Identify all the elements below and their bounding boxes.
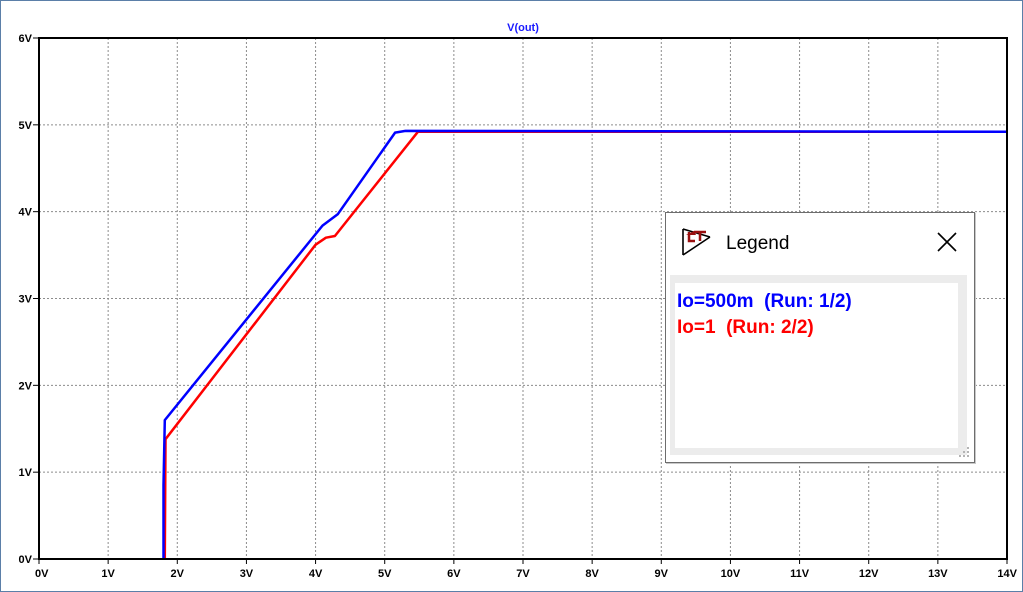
x-tick-label: 13V <box>928 568 948 580</box>
y-tick-label: 0V <box>19 554 33 566</box>
y-tick-labels: 0V 1V 2V 3V 4V 5V 6V <box>19 33 33 566</box>
y-tick-label: 3V <box>19 294 33 306</box>
chart-title[interactable]: V(out) <box>507 22 539 34</box>
y-tick-label: 5V <box>19 120 33 132</box>
x-tick-labels: 0V 1V 2V 3V 4V 5V 6V 7V 8V 9V 10V 11V 12V 13V 14V <box>35 568 1018 580</box>
x-tick-label: 8V <box>585 568 599 580</box>
x-tick-label: 2V <box>171 568 185 580</box>
legend-titlebar[interactable]: Legend <box>666 213 974 273</box>
ltspice-logo-icon <box>682 228 711 256</box>
legend-entry-run-1[interactable]: Io=500m (Run: 1/2) <box>677 291 852 312</box>
x-tick-label: 3V <box>240 568 254 580</box>
y-tick-label: 6V <box>19 33 33 45</box>
tick-marks <box>33 37 1008 564</box>
legend-window[interactable]: Legend Io=500m (Run: 1/2) Io=1 (Run: 2/2… <box>665 212 975 463</box>
x-tick-label: 12V <box>859 568 879 580</box>
x-tick-label: 5V <box>378 568 392 580</box>
x-tick-label: 14V <box>997 568 1017 580</box>
y-tick-label: 2V <box>19 380 33 392</box>
x-tick-label: 4V <box>309 568 323 580</box>
y-tick-label: 4V <box>19 207 33 219</box>
x-tick-label: 0V <box>35 568 49 580</box>
x-tick-label: 7V <box>516 568 530 580</box>
legend-entry-run-2[interactable]: Io=1 (Run: 2/2) <box>677 317 814 338</box>
series-line <box>162 129 1008 559</box>
x-tick-label: 1V <box>101 568 115 580</box>
series-group <box>162 129 1008 560</box>
x-tick-label: 10V <box>721 568 741 580</box>
x-tick-label: 6V <box>447 568 461 580</box>
x-tick-label: 11V <box>790 568 810 580</box>
legend-title: Legend <box>726 233 790 254</box>
x-tick-label: 9V <box>655 568 669 580</box>
close-icon[interactable] <box>934 229 960 255</box>
resize-grip-icon[interactable] <box>958 446 970 458</box>
legend-list: Io=500m (Run: 1/2) Io=1 (Run: 2/2) <box>675 283 958 448</box>
y-tick-label: 1V <box>19 467 33 479</box>
legend-body: Io=500m (Run: 1/2) Io=1 (Run: 2/2) <box>670 275 967 455</box>
